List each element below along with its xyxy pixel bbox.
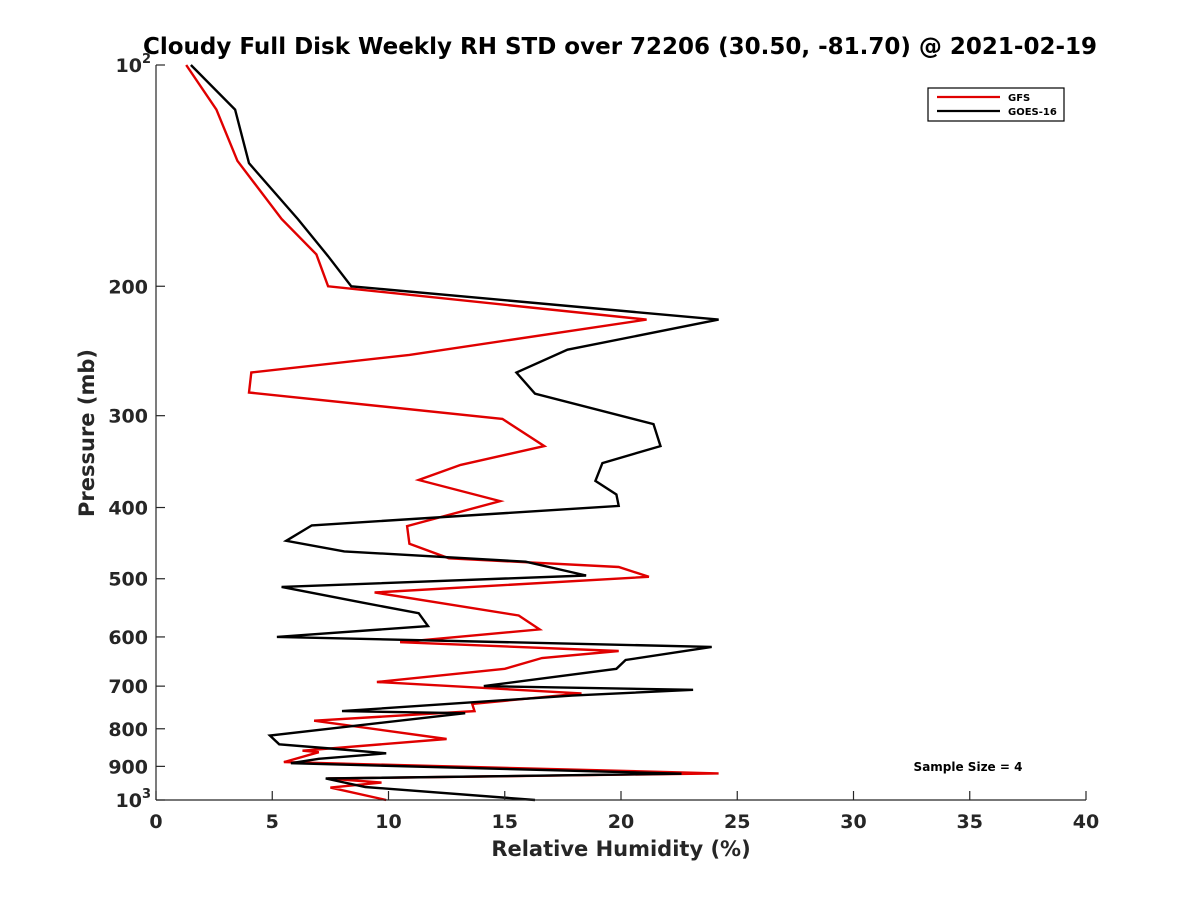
x-tick-label-25: 25 bbox=[724, 811, 750, 833]
y-tick-label-200: 200 bbox=[108, 276, 148, 298]
y-tick-label-300: 300 bbox=[108, 406, 148, 428]
y-axis-label: Pressure (mb) bbox=[75, 349, 99, 517]
y-tick-label-700: 700 bbox=[108, 676, 148, 698]
x-tick-label-35: 35 bbox=[957, 811, 983, 833]
y-tick-label-100: 102 bbox=[116, 52, 152, 77]
x-tick-label-30: 30 bbox=[840, 811, 866, 833]
legend: GFS GOES-16 bbox=[927, 87, 1065, 122]
y-tick-label-500: 500 bbox=[108, 569, 148, 591]
y-tick-label-400: 400 bbox=[108, 498, 148, 520]
sample-size-annotation: Sample Size = 4 bbox=[914, 760, 1023, 774]
x-tick-label-0: 0 bbox=[149, 811, 162, 833]
x-tick-label-20: 20 bbox=[608, 811, 634, 833]
y-tick-label-1000: 103 bbox=[116, 787, 152, 812]
legend-label-gfs: GFS bbox=[1008, 93, 1030, 104]
series-group bbox=[185, 64, 719, 802]
x-tick-label-5: 5 bbox=[266, 811, 279, 833]
x-tick-label-15: 15 bbox=[492, 811, 518, 833]
y-tick-label-600: 600 bbox=[108, 627, 148, 649]
legend-box bbox=[927, 87, 1065, 122]
x-axis-label: Relative Humidity (%) bbox=[491, 837, 750, 861]
series-line-goes16 bbox=[190, 64, 719, 802]
y-ticks: 102 200 300 400 500 600 700 800 900 103 bbox=[108, 52, 165, 812]
y-tick-label-900: 900 bbox=[108, 756, 148, 778]
y-tick-label-800: 800 bbox=[108, 719, 148, 741]
x-tick-label-10: 10 bbox=[375, 811, 401, 833]
chart-title: Cloudy Full Disk Weekly RH STD over 7220… bbox=[143, 34, 1097, 60]
x-ticks: 0 5 10 15 20 25 30 35 40 bbox=[149, 791, 1099, 833]
legend-label-goes16: GOES-16 bbox=[1008, 107, 1057, 118]
x-tick-label-40: 40 bbox=[1073, 811, 1099, 833]
series-line-gfs bbox=[185, 64, 719, 802]
